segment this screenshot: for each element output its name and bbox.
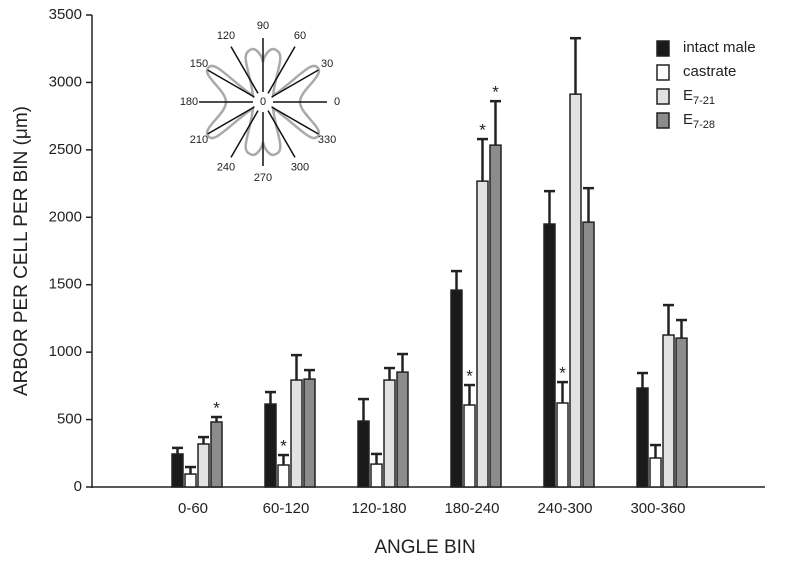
inset-angle-label: 180 xyxy=(180,96,198,108)
inset-angle-label: 60 xyxy=(294,30,306,42)
x-tick-label: 300-360 xyxy=(630,500,685,517)
y-tick-label: 2000 xyxy=(49,208,82,225)
significance-marker: * xyxy=(559,364,566,383)
inset-ray xyxy=(230,110,259,158)
inset-ray xyxy=(271,69,319,98)
x-tick-label: 0-60 xyxy=(178,500,208,517)
significance-marker: * xyxy=(466,367,473,386)
bar xyxy=(357,420,370,488)
bar xyxy=(197,443,210,488)
inset-ray xyxy=(267,110,296,158)
inset-angle-label: 330 xyxy=(318,134,336,146)
inset-angle-label: 150 xyxy=(190,58,208,70)
y-tick-label: 500 xyxy=(57,411,82,428)
inset-ray xyxy=(271,106,319,135)
legend-label: E7-28 xyxy=(683,111,715,131)
bar xyxy=(569,93,582,488)
bar xyxy=(396,371,409,488)
bar xyxy=(303,378,316,488)
bar xyxy=(662,334,675,488)
bar xyxy=(450,289,463,488)
inset-angle-label: 90 xyxy=(257,20,269,32)
inset-angle-label: 120 xyxy=(217,30,235,42)
inset-angle-label: 210 xyxy=(190,134,208,146)
x-tick-label: 180-240 xyxy=(444,500,499,517)
significance-marker: * xyxy=(492,83,499,102)
bar xyxy=(543,223,556,488)
significance-marker: * xyxy=(280,437,287,456)
bar xyxy=(277,464,290,488)
inset-angle-label: 0 xyxy=(334,96,340,108)
inset-angle-label: 270 xyxy=(254,172,272,184)
bar xyxy=(649,457,662,488)
bar xyxy=(636,387,649,488)
bar xyxy=(383,379,396,488)
y-tick-label: 3000 xyxy=(49,73,82,90)
bar xyxy=(290,379,303,488)
bar xyxy=(463,404,476,488)
bar xyxy=(210,421,223,488)
y-axis-label: ARBOR PER CELL PER BIN (μm) xyxy=(11,106,32,396)
inset-ray xyxy=(230,46,259,94)
inset-angle-label: 300 xyxy=(291,162,309,174)
legend-swatch xyxy=(656,40,670,57)
bar xyxy=(184,473,197,488)
inset-ray xyxy=(207,106,255,135)
significance-marker: * xyxy=(213,398,220,417)
bar xyxy=(582,221,595,488)
inset-angle-label: 240 xyxy=(217,162,235,174)
x-axis-label: ANGLE BIN xyxy=(374,537,475,558)
y-tick-label: 3500 xyxy=(49,6,82,23)
inset-ray xyxy=(267,46,296,94)
bar xyxy=(476,180,489,488)
legend-label: E7-21 xyxy=(683,87,715,107)
inset-angle-label: 30 xyxy=(321,58,333,70)
y-tick-label: 0 xyxy=(74,478,82,495)
x-tick-label: 120-180 xyxy=(351,500,406,517)
inset-center-label: 0 xyxy=(260,96,266,108)
bar xyxy=(556,402,569,488)
y-tick-label: 2500 xyxy=(49,141,82,158)
x-tick-label: 60-120 xyxy=(263,500,310,517)
significance-marker: * xyxy=(479,121,486,140)
x-tick-label: 240-300 xyxy=(537,500,592,517)
y-tick-label: 1000 xyxy=(49,343,82,360)
bar xyxy=(370,463,383,488)
bar xyxy=(675,337,688,488)
bar xyxy=(171,453,184,488)
legend-label: castrate xyxy=(683,63,736,80)
legend-label: intact male xyxy=(683,39,756,56)
legend-swatch xyxy=(656,88,670,105)
bar xyxy=(489,144,502,488)
y-tick-label: 1500 xyxy=(49,276,82,293)
legend-swatch xyxy=(656,64,670,81)
bar xyxy=(264,403,277,488)
legend-swatch xyxy=(656,112,670,129)
inset-ray xyxy=(207,69,255,98)
